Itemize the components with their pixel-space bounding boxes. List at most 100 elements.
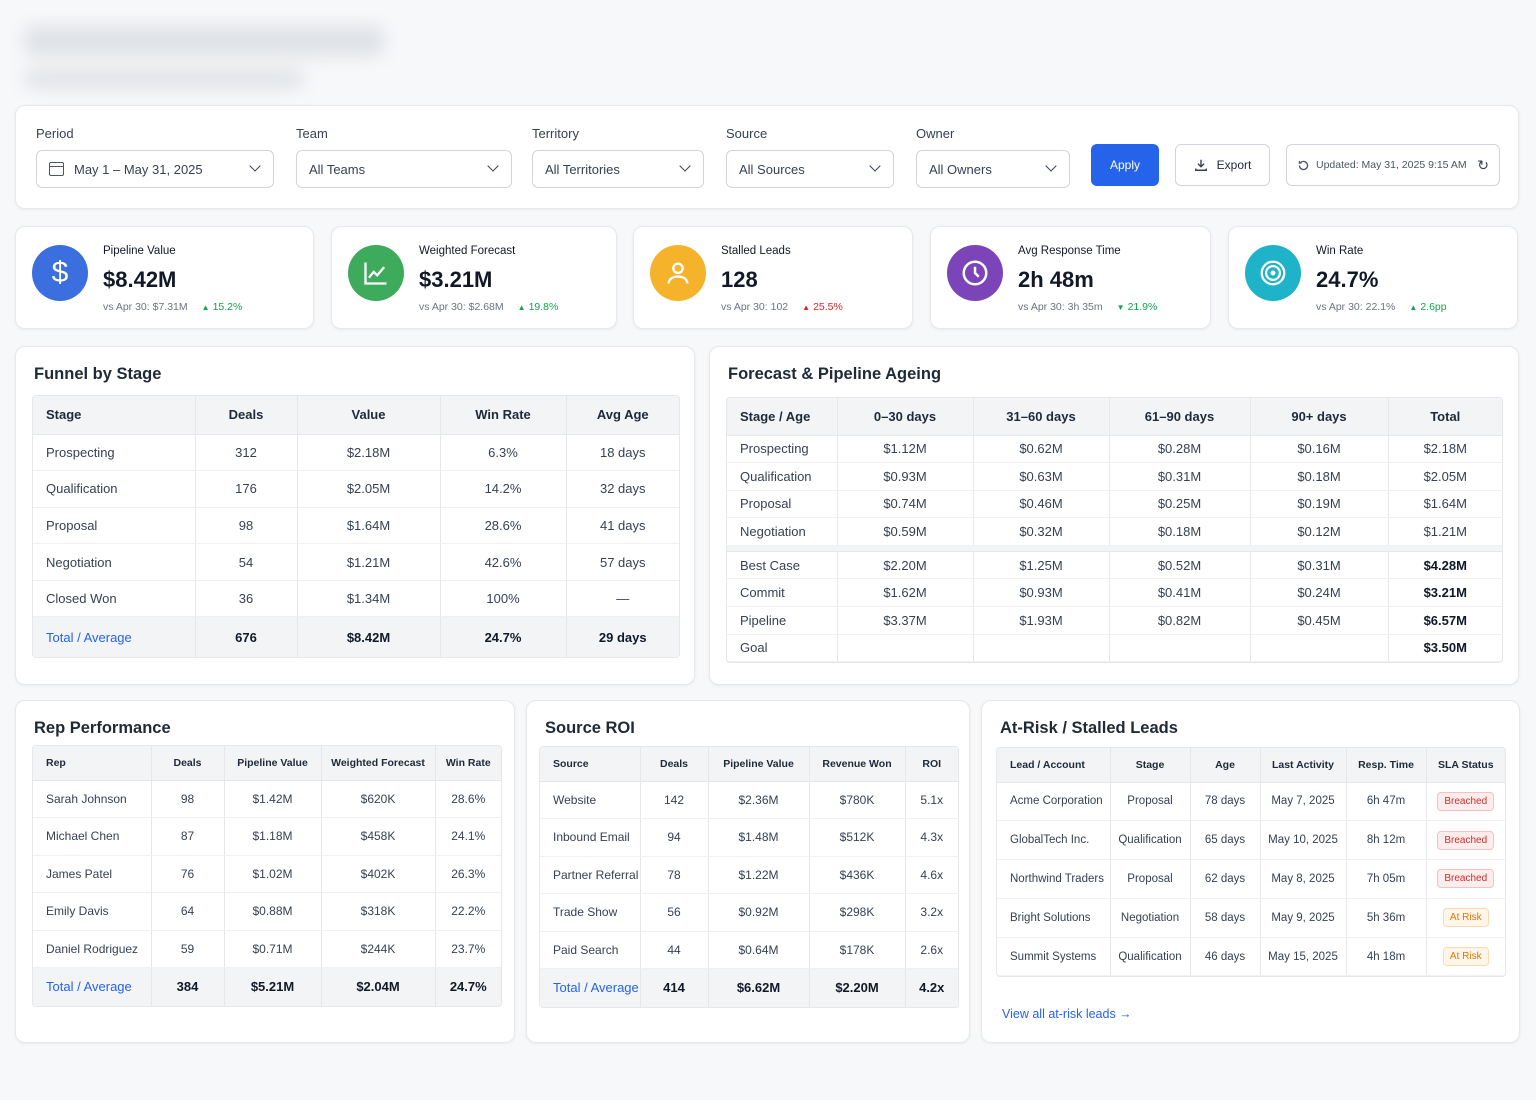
table-cell: $244K [321, 930, 436, 968]
table-cell: 676 [195, 616, 298, 657]
section-divider [727, 545, 1502, 552]
owner-filter: Owner All Owners [916, 126, 1070, 188]
kpi-value: $8.42M [103, 267, 177, 292]
table-cell: Acme Corporation [997, 782, 1111, 822]
table-row: Best Case $2.20M $1.25M $0.52M $0.31M $4.28M [727, 551, 1502, 580]
table-cell: Emily Davis [33, 892, 152, 931]
source-filter: Source All Sources [726, 126, 894, 188]
table-row: Daniel Rodriguez 59 $0.71M $244K 23.7% [33, 930, 501, 968]
table-cell: 94 [640, 818, 709, 857]
table-cell: Qualification [33, 470, 196, 508]
funnel-table-wrap: Stage Deals Value Win Rate Avg Age Prospecti… [32, 395, 680, 658]
apply-button[interactable]: Apply [1091, 144, 1159, 186]
panel-title: Rep Performance [34, 719, 171, 737]
owner-select[interactable]: All Owners [916, 150, 1070, 188]
table-cell: 24.1% [435, 817, 501, 856]
kpi-title: Stalled Leads [721, 245, 791, 257]
rep-table: Rep Deals Pipeline Value Weighted Forecast W… [33, 746, 501, 1006]
kpi-compare: vs Apr 30: 102 25.5% [721, 301, 843, 313]
sla-cell: Breached [1426, 859, 1505, 899]
team-filter: Team All Teams [296, 126, 512, 188]
table-cell: $1.22M [708, 856, 810, 894]
table-cell: 62 days [1190, 859, 1261, 899]
source-select[interactable]: All Sources [726, 150, 894, 188]
table-cell: $1.64M [1388, 490, 1502, 519]
column-header: Pipeline Value [224, 746, 322, 781]
table-row: Qualification $0.93M $0.63M $0.31M $0.18M $2.… [727, 462, 1502, 491]
table-cell: Closed Won [33, 580, 196, 618]
team-value: All Teams [309, 161, 366, 177]
territory-label: Territory [532, 126, 579, 141]
table-cell: 4.2x [905, 968, 958, 1007]
column-header: Source [540, 747, 641, 782]
table-cell: 26.3% [435, 855, 501, 893]
view-all-at-risk-link[interactable]: View all at-risk leads → [1002, 1007, 1132, 1021]
source-label: Source [726, 126, 768, 141]
table-cell: Summit Systems [997, 937, 1111, 977]
table-cell: $0.25M [1109, 490, 1251, 519]
column-header: Total [1388, 398, 1502, 436]
panel-title: Source ROI [545, 719, 635, 737]
kpi-delta: 2.6pp [1409, 301, 1446, 313]
table-cell: 56 [640, 893, 709, 932]
table-cell: $2.20M [809, 968, 906, 1007]
table-cell: Proposal [33, 507, 196, 545]
updated-text: Updated: May 31, 2025 9:15 AM [1316, 159, 1467, 171]
table-cell [1250, 634, 1389, 663]
export-button[interactable]: Export [1175, 144, 1270, 186]
table-cell: $0.82M [1109, 606, 1251, 635]
period-filter: Period May 1 – May 31, 2025 [36, 126, 274, 188]
table-cell: 36 [195, 580, 298, 618]
table-cell: $0.45M [1250, 606, 1389, 635]
table-row: Negotiation $0.59M $0.32M $0.18M $0.12M $1.21… [727, 517, 1502, 546]
risk-table-wrap: Lead / Account Stage Age Last Activity Resp.… [996, 747, 1506, 978]
table-cell: Qualification [727, 462, 838, 491]
table-cell: 5h 36m [1346, 898, 1427, 938]
page-header-blurred [24, 18, 404, 96]
table-cell: $0.88M [224, 892, 322, 931]
period-select[interactable]: May 1 – May 31, 2025 [36, 150, 274, 188]
table-cell: $620K [321, 780, 436, 818]
table-cell: 65 days [1190, 820, 1261, 861]
table-cell: Website [540, 781, 641, 819]
export-label: Export [1216, 158, 1252, 172]
table-cell: $2.04M [321, 967, 436, 1006]
filter-bar: Period May 1 – May 31, 2025 Team All Tea… [15, 105, 1519, 209]
kpi-compare-text: vs Apr 30: 22.1% [1316, 301, 1396, 313]
download-icon [1194, 159, 1207, 171]
table-cell: 6.3% [440, 434, 567, 472]
table-cell: Negotiation [727, 517, 838, 546]
table-cell: Negotiation [1110, 898, 1191, 938]
team-select[interactable]: All Teams [296, 150, 512, 188]
chevron-down-icon [487, 160, 499, 172]
table-cell: May 10, 2025 [1260, 820, 1347, 861]
source-roi-panel: Source ROI Source Deals Pipeline Value Reve… [526, 700, 970, 1043]
table-cell: 42.6% [440, 543, 567, 581]
column-header: 61–90 days [1109, 398, 1251, 436]
table-cell: $1.34M [297, 580, 441, 618]
column-header: Pipeline Value [708, 747, 810, 782]
table-cell: $0.18M [1250, 462, 1389, 491]
column-header: Last Activity [1260, 748, 1347, 783]
table-cell: Proposal [1110, 782, 1191, 822]
history-icon [1298, 160, 1309, 170]
territory-value: All Territories [545, 161, 620, 177]
column-header: Avg Age [566, 396, 679, 435]
table-cell: 312 [195, 434, 298, 472]
territory-select[interactable]: All Territories [532, 150, 704, 188]
table-cell: Daniel Rodriguez [33, 930, 152, 968]
table-cell: $0.16M [1250, 435, 1389, 464]
column-header: Age [1190, 748, 1261, 783]
kpi-title: Avg Response Time [1018, 245, 1121, 257]
funnel-table: Stage Deals Value Win Rate Avg Age Prospecti… [33, 396, 679, 657]
table-row: Negotiation 54 $1.21M 42.6% 57 days [33, 543, 679, 581]
refresh-icon[interactable]: ↻ [1477, 156, 1489, 173]
table-cell: James Patel [33, 855, 152, 893]
table-cell: Total / Average [33, 967, 152, 1006]
column-header: Resp. Time [1346, 748, 1427, 783]
rep-table-wrap: Rep Deals Pipeline Value Weighted Forecast W… [32, 745, 502, 1007]
clock-icon [947, 245, 1003, 301]
kpi-value: 2h 48m [1018, 267, 1094, 292]
panel-title: Funnel by Stage [34, 365, 162, 383]
table-cell: 87 [151, 817, 225, 856]
